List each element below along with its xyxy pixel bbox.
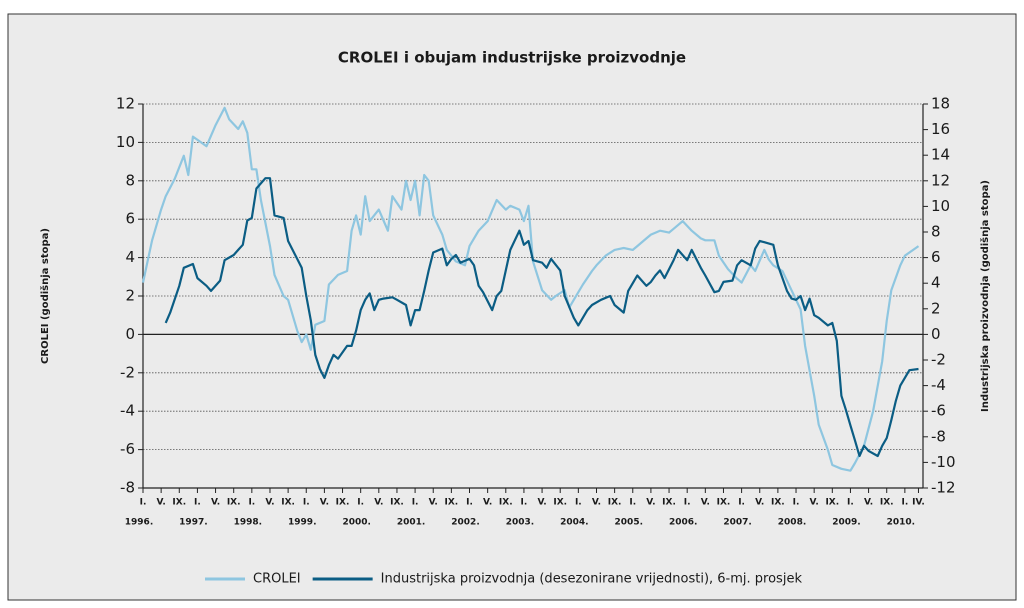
- y2-tick-label: -2: [931, 351, 946, 369]
- y2-tick-label: -6: [931, 402, 946, 420]
- y2-tick-label: 0: [931, 325, 941, 343]
- year-label: 2003.: [506, 518, 534, 528]
- y-tick-label: 2: [125, 287, 135, 305]
- x-tick-label: I.: [303, 498, 310, 508]
- x-tick-label: V.: [810, 498, 819, 508]
- year-label: 2002.: [451, 518, 479, 528]
- x-tick-label: I.: [357, 498, 364, 508]
- y-tick-label: 0: [125, 325, 135, 343]
- year-label: 2009.: [832, 518, 860, 528]
- x-tick-label: IX.: [771, 498, 785, 508]
- x-tick-label: IV.: [912, 498, 925, 508]
- y2-tick-label: 6: [931, 248, 941, 266]
- y2-tick-label: -12: [931, 479, 956, 497]
- x-tick-label: IX.: [281, 498, 295, 508]
- x-tick-label: V.: [374, 498, 383, 508]
- x-tick-label: I.: [575, 498, 582, 508]
- y2-tick-label: 4: [931, 274, 941, 292]
- legend-label: CROLEI: [253, 572, 301, 587]
- x-tick-label: I.: [521, 498, 528, 508]
- x-tick-label: I.: [901, 498, 908, 508]
- x-tick-label: I.: [412, 498, 419, 508]
- x-tick-label: IX.: [499, 498, 513, 508]
- y2-tick-label: 8: [931, 223, 941, 241]
- y2-axis-label: Industrijska proizvodnja (godišnja stopa…: [979, 180, 991, 412]
- x-tick-label: V.: [755, 498, 764, 508]
- year-label: 1997.: [179, 518, 207, 528]
- y-tick-label: 12: [116, 95, 135, 113]
- x-tick-label: I.: [194, 498, 201, 508]
- x-tick-label: IX.: [717, 498, 731, 508]
- chart-title: CROLEI i obujam industrijske proizvodnje: [338, 49, 686, 67]
- y-tick-label: -8: [120, 479, 135, 497]
- x-tick-label: V.: [592, 498, 601, 508]
- frame: [7, 13, 1017, 601]
- y2-tick-label: 2: [931, 299, 941, 317]
- y-tick-label: -4: [120, 402, 135, 420]
- x-tick-label: IX.: [390, 498, 404, 508]
- y-tick-label: 4: [125, 248, 135, 266]
- year-label: 1999.: [288, 518, 316, 528]
- y2-tick-label: 12: [931, 171, 950, 189]
- year-label: 2001.: [397, 518, 425, 528]
- legend-label: Industrijska proizvodnja (desezonirane v…: [381, 572, 803, 587]
- y2-tick-label: -10: [931, 453, 956, 471]
- x-tick-label: I.: [738, 498, 745, 508]
- y-tick-label: 10: [116, 133, 135, 151]
- x-tick-label: I.: [248, 498, 255, 508]
- x-tick-label: V.: [429, 498, 438, 508]
- x-tick-label: V.: [483, 498, 492, 508]
- y2-tick-label: 10: [931, 197, 950, 215]
- year-label: 2008.: [778, 518, 806, 528]
- y-tick-label: 8: [125, 171, 135, 189]
- y2-tick-label: 16: [931, 120, 950, 138]
- y2-tick-label: 18: [931, 95, 950, 113]
- series-line: [141, 106, 920, 472]
- y-axis-label: CROLEI (godišnja stopa): [39, 228, 51, 364]
- y-tick-label: -6: [120, 440, 135, 458]
- year-label: 2005.: [615, 518, 643, 528]
- x-tick-label: IX.: [445, 498, 459, 508]
- series-line: [164, 177, 919, 458]
- x-tick-label: V.: [265, 498, 274, 508]
- x-tick-label: V.: [320, 498, 329, 508]
- x-tick-label: I.: [684, 498, 691, 508]
- x-tick-label: V.: [211, 498, 220, 508]
- x-tick-label: I.: [140, 498, 147, 508]
- year-label: 2010.: [887, 518, 915, 528]
- x-tick-label: V.: [646, 498, 655, 508]
- x-tick-label: I.: [466, 498, 473, 508]
- x-tick-label: I.: [629, 498, 636, 508]
- x-tick-label: V.: [537, 498, 546, 508]
- x-tick-label: V.: [864, 498, 873, 508]
- x-tick-label: IX.: [825, 498, 839, 508]
- x-tick-label: I.: [847, 498, 854, 508]
- year-label: 2007.: [723, 518, 751, 528]
- x-tick-label: IX.: [880, 498, 894, 508]
- y-tick-label: -2: [120, 363, 135, 381]
- y2-tick-label: -4: [931, 376, 946, 394]
- x-tick-label: I.: [793, 498, 800, 508]
- year-label: 2000.: [342, 518, 370, 528]
- x-tick-label: V.: [157, 498, 166, 508]
- x-tick-label: IX.: [336, 498, 350, 508]
- year-label: 2004.: [560, 518, 588, 528]
- y-tick-label: 6: [125, 210, 135, 228]
- x-tick-label: IX.: [172, 498, 186, 508]
- x-tick-label: V.: [701, 498, 710, 508]
- year-label: 1996.: [125, 518, 153, 528]
- x-tick-label: IX.: [227, 498, 241, 508]
- x-tick-label: IX.: [553, 498, 567, 508]
- year-label: 2006.: [669, 518, 697, 528]
- year-label: 1998.: [234, 518, 262, 528]
- y2-tick-label: 14: [931, 146, 950, 164]
- x-tick-label: IX.: [608, 498, 622, 508]
- y2-tick-label: -8: [931, 427, 946, 445]
- x-tick-label: IX.: [662, 498, 676, 508]
